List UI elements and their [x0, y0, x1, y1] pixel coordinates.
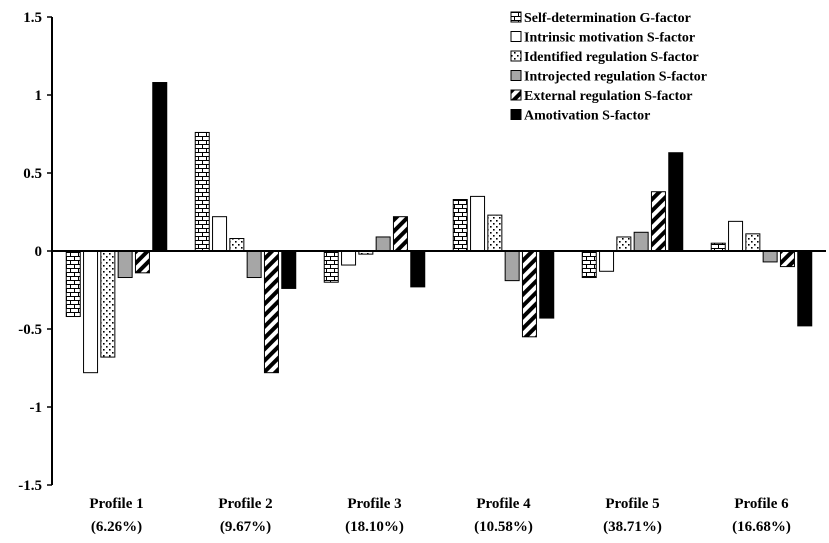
category-share-label: (6.26%): [91, 519, 142, 535]
category-share-label: (38.71%): [603, 519, 662, 535]
category-share-label: (18.10%): [345, 519, 404, 535]
y-tick-label: 0.5: [23, 166, 42, 182]
bar: [229, 238, 245, 252]
bar: [134, 250, 150, 274]
category-name-label: Profile 5: [605, 496, 659, 512]
category-share-label: (9.67%): [220, 519, 271, 535]
bar: [212, 216, 228, 252]
bar: [504, 250, 520, 282]
legend-swatch: [510, 31, 522, 42]
category-name-label: Profile 2: [218, 496, 272, 512]
y-tick-label: -1.5: [18, 478, 42, 494]
bars: [65, 82, 813, 374]
bar: [100, 250, 116, 358]
legend-label: Self-determination G-factor: [524, 11, 691, 26]
bar: [117, 250, 133, 279]
category-name-label: Profile 3: [347, 496, 401, 512]
y-tick-label: 1.5: [23, 10, 42, 26]
legend-swatch: [510, 50, 522, 62]
bar: [539, 250, 555, 319]
bar: [341, 250, 357, 266]
bar: [392, 216, 408, 252]
bar: [470, 195, 486, 252]
bar: [779, 250, 795, 268]
legend: Self-determination G-factor Intrinsic mot…: [510, 11, 707, 124]
legend-label: Introjected regulation S-factor: [524, 70, 707, 85]
y-tick-label: 0: [35, 244, 43, 260]
bar: [410, 250, 426, 288]
category-name-label: Profile 4: [476, 496, 531, 512]
bar: [263, 250, 279, 374]
bar: [281, 250, 297, 289]
bar: [521, 250, 537, 338]
bar: [599, 250, 615, 272]
bar: [710, 242, 726, 252]
y-tick-label: -1: [30, 400, 43, 416]
bar: [152, 82, 168, 252]
bar: [246, 250, 262, 279]
axes: 1.5 1 0.5 0 -0.5 -1 -1.5: [18, 10, 53, 494]
y-tick-label: -0.5: [18, 322, 42, 338]
bar: [452, 199, 468, 252]
bar: [633, 231, 649, 252]
bar: [65, 250, 81, 318]
bar: [668, 152, 684, 252]
legend-swatch: [510, 70, 522, 81]
bar: [487, 214, 503, 252]
bar: [83, 250, 99, 374]
bar: [745, 233, 761, 252]
category-share-label: (16.68%): [732, 519, 791, 535]
legend-label: External regulation S-factor: [524, 89, 693, 104]
bar: [194, 131, 210, 252]
bar: [797, 250, 813, 327]
legend-swatch: [510, 109, 522, 120]
bar: [762, 250, 778, 263]
category-name-label: Profile 1: [89, 496, 143, 512]
bar: [375, 236, 391, 252]
bar: [581, 250, 597, 279]
y-tick-label: 1: [35, 88, 43, 104]
legend-label: Intrinsic motivation S-factor: [524, 31, 695, 46]
category-labels: Profile 1 (6.26%) Profile 2 (9.67%) Profile …: [89, 496, 791, 535]
legend-swatch: [510, 11, 522, 23]
legend-label: Amotivation S-factor: [524, 109, 650, 124]
category-share-label: (10.58%): [474, 519, 533, 535]
legend-swatch: [510, 89, 522, 101]
bar: [728, 220, 744, 252]
bar: [323, 250, 339, 283]
bar: [616, 236, 632, 252]
bar: [650, 191, 666, 252]
category-name-label: Profile 6: [734, 496, 789, 512]
legend-label: Identified regulation S-factor: [524, 50, 699, 65]
